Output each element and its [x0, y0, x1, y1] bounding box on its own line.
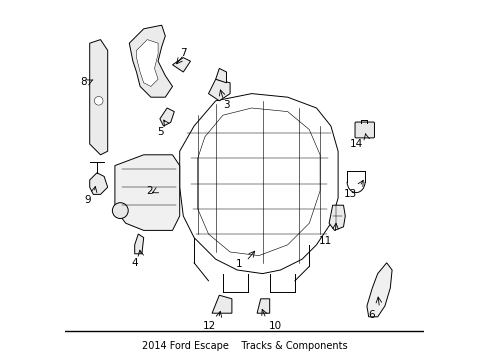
Polygon shape	[89, 173, 107, 194]
Polygon shape	[215, 68, 226, 83]
Text: 10: 10	[268, 321, 282, 331]
Text: 14: 14	[349, 139, 363, 149]
Text: 9: 9	[84, 195, 91, 205]
Polygon shape	[212, 295, 231, 313]
Polygon shape	[129, 25, 172, 97]
Text: 3: 3	[223, 100, 230, 110]
Text: 12: 12	[202, 321, 215, 331]
Circle shape	[112, 203, 128, 219]
Polygon shape	[208, 79, 230, 101]
Polygon shape	[257, 299, 269, 313]
Polygon shape	[366, 263, 391, 317]
Text: 6: 6	[368, 310, 374, 320]
Polygon shape	[136, 40, 158, 86]
Polygon shape	[115, 155, 179, 230]
Text: 7: 7	[180, 48, 186, 58]
Polygon shape	[160, 108, 174, 126]
Text: 8: 8	[80, 77, 87, 87]
Text: 5: 5	[157, 127, 163, 137]
Polygon shape	[89, 40, 107, 155]
Text: 13: 13	[343, 189, 356, 199]
Text: 2014 Ford Escape    Tracks & Components: 2014 Ford Escape Tracks & Components	[142, 341, 346, 351]
Polygon shape	[172, 58, 190, 72]
Polygon shape	[134, 234, 143, 254]
Text: 2: 2	[146, 186, 152, 196]
Circle shape	[94, 96, 103, 105]
Text: 4: 4	[131, 258, 138, 268]
FancyBboxPatch shape	[354, 122, 374, 138]
Polygon shape	[328, 205, 345, 230]
Text: 1: 1	[236, 258, 242, 269]
Text: 11: 11	[319, 236, 332, 246]
